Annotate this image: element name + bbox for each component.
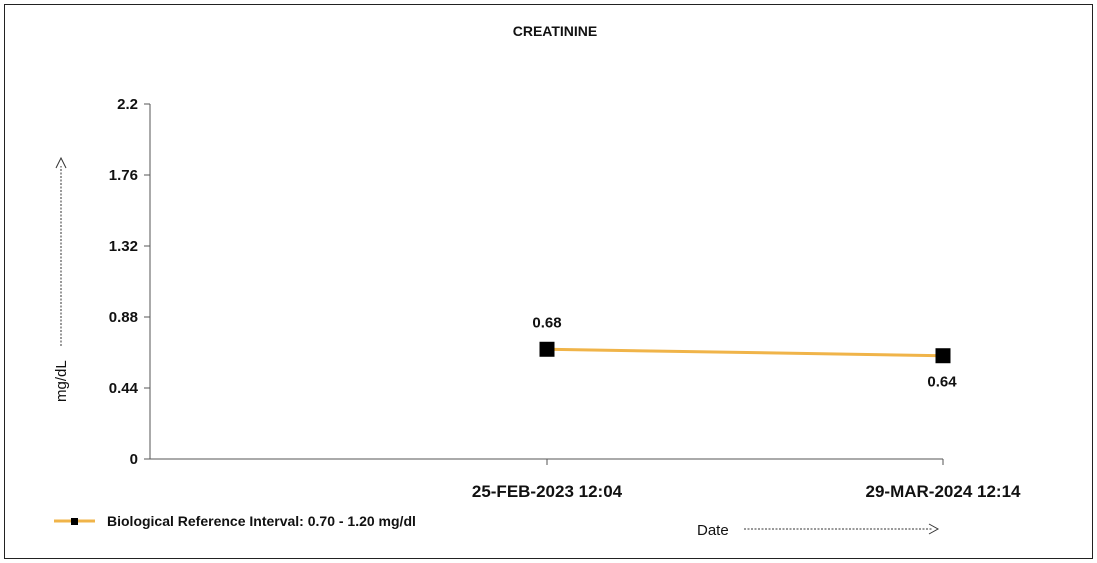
y-axis-title-group: mg/dL: [53, 156, 70, 402]
y-tick-label: 0.88: [109, 309, 138, 326]
legend: Biological Reference Interval: 0.70 - 1.…: [54, 513, 416, 529]
x-axis-title: Date: [697, 522, 729, 539]
y-tick-label: 2.2: [117, 96, 138, 113]
data-point-label: 0.68: [532, 314, 561, 331]
series-line: [546, 347, 944, 358]
x-axis-title-group: Date: [697, 522, 940, 539]
legend-swatch-marker: [71, 518, 78, 525]
y-axis-title-arrow: [55, 156, 67, 169]
data-point-marker: [539, 341, 555, 357]
y-tick-label: 0.44: [109, 380, 139, 397]
chart-frame: [4, 4, 1093, 559]
x-axis-title-arrow: [928, 523, 940, 535]
y-tick-label: 0: [130, 451, 138, 468]
x-tick-group: 25-FEB-2023 12:04 29-MAR-2024 12:14: [472, 459, 1021, 501]
y-tick-group: 0 0.44 0.88 1.32 1.76 2.2: [109, 96, 150, 468]
y-tick-label: 1.32: [109, 238, 138, 255]
data-point-marker: [935, 348, 951, 364]
x-tick-label: 29-MAR-2024 12:14: [866, 482, 1022, 501]
chart-title: CREATININE: [513, 23, 598, 39]
legend-label: Biological Reference Interval: 0.70 - 1.…: [107, 513, 416, 529]
y-axis-title: mg/dL: [53, 360, 70, 402]
y-tick-label: 1.76: [109, 167, 138, 184]
x-tick-label: 25-FEB-2023 12:04: [472, 482, 623, 501]
series-group: 0.68 0.64: [532, 314, 957, 390]
data-point-label: 0.64: [927, 374, 957, 391]
